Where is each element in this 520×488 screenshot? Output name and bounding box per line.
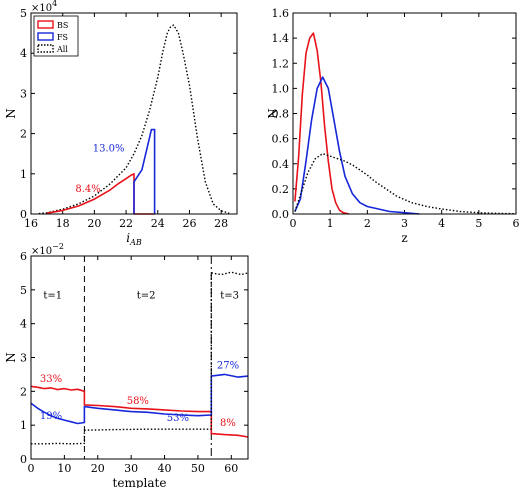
legend-label-all: All (56, 45, 68, 54)
region-label: t=1 (43, 290, 62, 301)
y-axis-label: N (4, 108, 18, 119)
x-tick-label: 60 (224, 462, 238, 475)
plot-frame (292, 12, 517, 215)
legend-swatch-bs (37, 20, 54, 29)
x-tick-label: 0 (290, 217, 297, 230)
y-tick-label: 5 (20, 7, 27, 20)
y-tick-label: 4 (20, 47, 27, 60)
legend: BS FS All (33, 15, 79, 57)
legend-label-bs: BS (57, 21, 68, 30)
legend-swatch-fs (37, 32, 54, 41)
x-tick-label: 3 (401, 217, 408, 230)
percentage-label: 8% (220, 418, 236, 429)
y-tick-label: 1.4 (272, 32, 290, 45)
chart-panel-template: 0 10 20 30 40 50 60 0 1 2 3 4 5 6 template N ×10−2 t=1 t=2… (4, 242, 249, 488)
series-line-all (38, 24, 230, 215)
y-tick-label: 3 (20, 352, 27, 365)
series-line-all (294, 152, 517, 215)
axis-multiplier-exponent: 4 (52, 0, 57, 8)
x-tick-label: 28 (214, 217, 228, 230)
series-line-fs (30, 373, 249, 425)
region-label: t=2 (137, 290, 156, 301)
x-tick-label: 20 (87, 217, 101, 230)
x-tick-label: 18 (56, 217, 70, 230)
x-tick-label: 26 (182, 217, 196, 230)
y-tick-label: 1 (20, 168, 27, 181)
x-tick-label: 22 (119, 217, 133, 230)
series-line-fs (133, 128, 156, 214)
legend-label-fs: FS (57, 33, 68, 42)
x-tick-label: 0 (28, 462, 35, 475)
percentage-label: 13.0% (93, 144, 125, 155)
y-tick-label: 0 (20, 208, 27, 221)
y-tick-label: 5 (20, 284, 27, 297)
axis-multiplier: ×10−2 (31, 242, 64, 257)
legend-frame (33, 15, 79, 57)
x-tick-label: 30 (124, 462, 138, 475)
y-axis-label: N (266, 108, 280, 119)
chart-panel-iab: 16 18 20 22 24 26 28 0 1 2 3 4 5 iAB N ×104 8.4% 13.0% BS F… (4, 0, 238, 247)
y-tick-label: 6 (20, 250, 27, 263)
y-axis-label: N (4, 352, 18, 363)
y-tick-label: 4 (20, 318, 27, 331)
x-tick-label: 50 (191, 462, 205, 475)
x-axis-label: template (113, 476, 167, 488)
x-tick-label: 16 (24, 217, 38, 230)
y-tick-label: 1.0 (272, 82, 290, 95)
y-tick-label: 0 (20, 453, 27, 466)
region-label: t=3 (220, 290, 239, 301)
x-tick-label: 1 (327, 217, 334, 230)
y-tick-label: 0.4 (272, 158, 290, 171)
x-tick-label: 20 (91, 462, 105, 475)
chart-panel-z: 0 1 2 3 4 5 6 0.0 0.2 0.4 0.6 0.8 1.0 1.2 1.4 1.6 z N (266, 7, 520, 245)
y-tick-label: 1.6 (272, 7, 290, 20)
plot-frame (30, 12, 238, 215)
percentage-label: 8.4% (75, 184, 100, 195)
plot-frame (30, 255, 249, 460)
y-tick-label: 2 (20, 128, 27, 141)
axis-multiplier: ×104 (31, 0, 57, 14)
x-tick-label: 40 (158, 462, 172, 475)
legend-swatch-all (37, 44, 54, 53)
x-axis-label-subscript: AB (129, 238, 142, 247)
y-tick-label: 3 (20, 87, 27, 100)
series-line-fs (294, 76, 420, 215)
x-axis-label: z (401, 231, 407, 245)
y-tick-label: 0.0 (272, 208, 290, 221)
x-tick-label: 6 (513, 217, 520, 230)
series-line-all (31, 271, 249, 445)
percentage-label: 19% (40, 411, 62, 422)
x-tick-label: 2 (364, 217, 371, 230)
x-tick-label: 10 (57, 462, 71, 475)
percentage-label: 53% (167, 413, 189, 424)
y-tick-label: 0.8 (272, 108, 290, 121)
y-tick-label: 0.2 (272, 183, 290, 196)
y-tick-label: 1 (20, 419, 27, 432)
percentage-label: 27% (217, 360, 239, 371)
axis-multiplier-exponent: −2 (52, 242, 64, 251)
x-tick-label: 5 (475, 217, 482, 230)
percentage-label: 58% (127, 396, 149, 407)
y-tick-label: 2 (20, 385, 27, 398)
y-tick-label: 1.2 (272, 57, 290, 70)
x-tick-label: 4 (438, 217, 445, 230)
x-axis-label: iAB (126, 231, 142, 247)
y-tick-label: 0.6 (272, 133, 290, 146)
percentage-label: 33% (40, 374, 62, 385)
x-tick-label: 24 (151, 217, 165, 230)
